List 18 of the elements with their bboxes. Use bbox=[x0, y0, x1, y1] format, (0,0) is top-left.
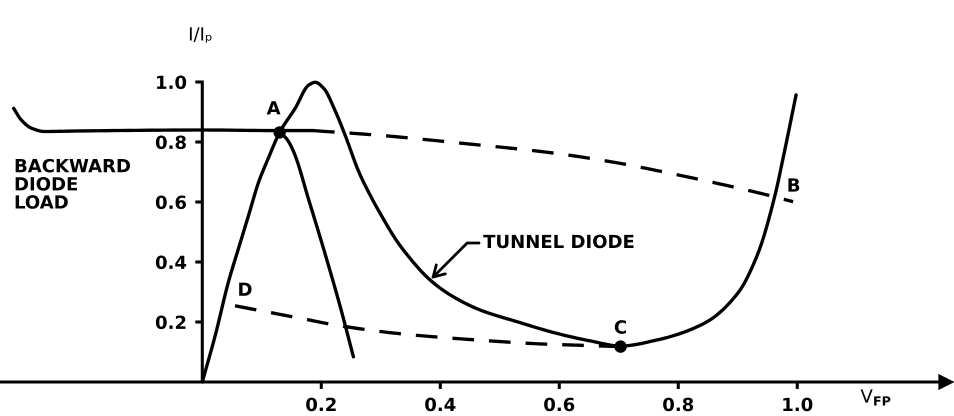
y-axis-title: I/Iₚ bbox=[190, 27, 212, 43]
annotation: BACKWARD DIODE LOAD bbox=[16, 158, 130, 209]
x-tick-label: 0.2 bbox=[306, 398, 336, 412]
x-tick-label: 1.0 bbox=[783, 398, 812, 412]
y-tick-label: 0.6 bbox=[156, 195, 186, 210]
y-tick-label: 0.8 bbox=[156, 135, 186, 150]
annotation: A bbox=[266, 101, 281, 114]
x-tick-label: 0.6 bbox=[544, 398, 574, 412]
y-tick-label: 0.4 bbox=[156, 255, 186, 270]
y-tick-label: 1.0 bbox=[157, 75, 186, 90]
annotation: TUNNEL DIODE bbox=[483, 234, 634, 248]
x-tick-label: 0.8 bbox=[663, 398, 694, 412]
x-axis-title: V$_{FP}$ bbox=[860, 389, 890, 406]
annotation: D bbox=[239, 282, 252, 296]
y-tick-label: 0.2 bbox=[156, 315, 186, 330]
annotation: C bbox=[614, 320, 626, 334]
annotation: B bbox=[788, 178, 800, 192]
x-tick-label: 0.4 bbox=[425, 398, 456, 412]
